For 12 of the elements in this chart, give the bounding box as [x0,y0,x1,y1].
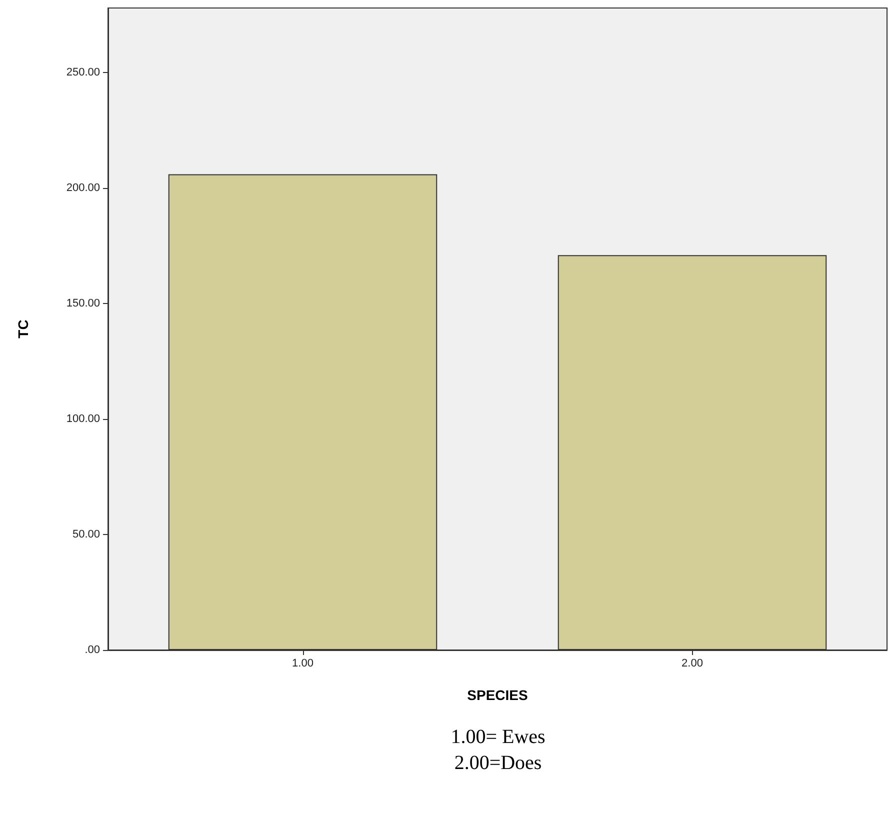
y-tick-label: 250.00 [66,66,100,79]
y-tick-label: .00 [84,644,100,656]
y-tick-label: 200.00 [66,182,100,194]
y-tick-label: 150.00 [66,298,100,310]
text: 1.00= Ewes [450,726,546,748]
y-tick-label: 100.00 [66,413,100,426]
x-axis-title: SPECIES [467,687,528,703]
x-tick-label: 1.00 [292,658,314,670]
y-axis-title: TC [15,320,31,338]
text: 2.00=Does [454,752,542,774]
x-tick-label: 2.00 [682,658,703,670]
y-tick-label: 50.00 [72,528,100,541]
